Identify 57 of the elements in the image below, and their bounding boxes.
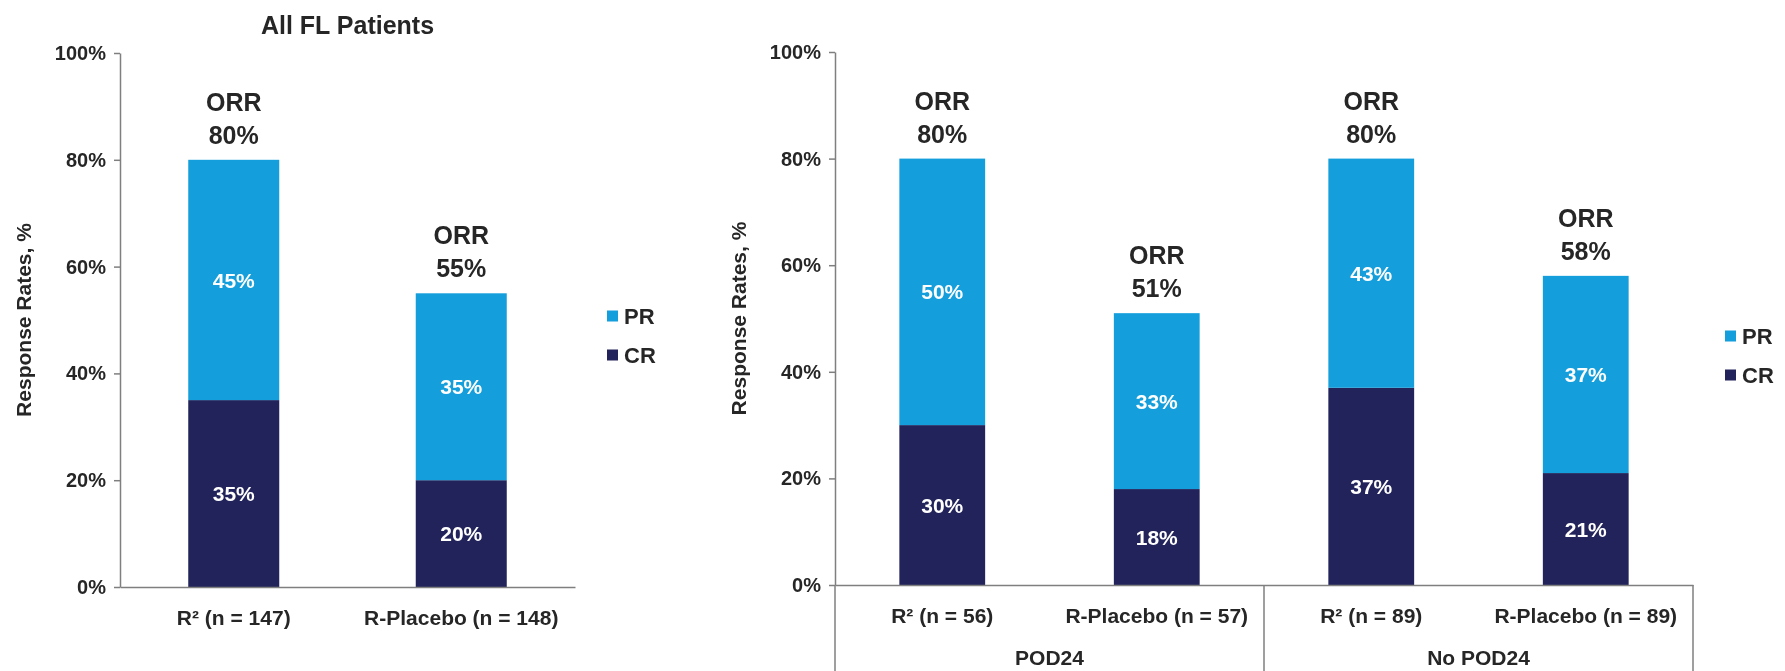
y-tick-label: 80%	[65, 148, 107, 171]
text: POD24	[1015, 646, 1085, 669]
bar	[1113, 489, 1200, 585]
total-label: ORR 55%	[433, 221, 490, 283]
bar	[1542, 275, 1629, 474]
data-label: 35%	[212, 482, 256, 506]
total-label: ORR 80%	[1343, 86, 1400, 148]
x-tick-label: R² (n = 56)	[891, 603, 994, 627]
x-tick-label: R-Placebo (n = 148)	[364, 605, 559, 629]
y-tick-label: 0%	[792, 573, 822, 596]
y-tick-label: 60%	[780, 254, 822, 277]
y-tick-label: 80%	[780, 147, 822, 170]
bar	[899, 158, 986, 426]
bar	[188, 400, 280, 587]
data-label: 35%	[440, 375, 483, 399]
y-tick-label: 40%	[65, 362, 107, 385]
bar	[415, 293, 507, 481]
data-label: 45%	[212, 268, 256, 292]
legend-label: PR	[624, 303, 655, 329]
x-tick-label: R² (n = 89)	[1320, 603, 1423, 627]
bar	[188, 159, 280, 401]
data-label: 50%	[921, 280, 964, 304]
y-axis-title: Response Rates, %	[726, 221, 750, 416]
legend-label: CR	[1742, 362, 1774, 388]
data-label: 37%	[1350, 474, 1393, 498]
y-tick-label: 20%	[780, 467, 822, 490]
text: No POD24	[1427, 646, 1531, 669]
data-label: 30%	[921, 493, 964, 517]
y-tick-label: 100%	[54, 41, 107, 64]
total-label: ORR 80%	[914, 86, 971, 148]
data-label: 43%	[1350, 261, 1393, 285]
total-label: ORR 51%	[1128, 241, 1185, 303]
y-axis-title: Response Rates, %	[11, 222, 35, 417]
data-label: 20%	[440, 522, 483, 546]
x-tick-label: R² (n = 147)	[176, 605, 291, 629]
legend-label: PR	[1742, 323, 1773, 349]
total-label: ORR 58%	[1557, 203, 1614, 265]
data-label: 21%	[1564, 517, 1608, 541]
y-tick-label: 40%	[780, 360, 822, 383]
data-label: 18%	[1135, 525, 1179, 549]
y-tick-label: 60%	[65, 255, 107, 278]
bar	[1328, 158, 1415, 388]
x-tick-label: R-Placebo (n = 89)	[1494, 603, 1678, 627]
bar	[1113, 313, 1200, 490]
x-tick-label: R-Placebo (n = 57)	[1065, 603, 1249, 627]
bar	[1542, 473, 1629, 585]
data-label: 33%	[1135, 389, 1179, 413]
bar	[899, 425, 986, 585]
chart-title: All FL Patients	[260, 11, 435, 39]
bar	[415, 480, 507, 587]
bar	[1328, 387, 1415, 585]
total-label: ORR 80%	[205, 87, 262, 149]
y-tick-label: 100%	[769, 40, 822, 63]
data-label: 37%	[1564, 363, 1608, 387]
legend-label: CR	[624, 342, 656, 368]
y-tick-label: 20%	[65, 469, 107, 492]
y-tick-label: 0%	[77, 575, 107, 598]
